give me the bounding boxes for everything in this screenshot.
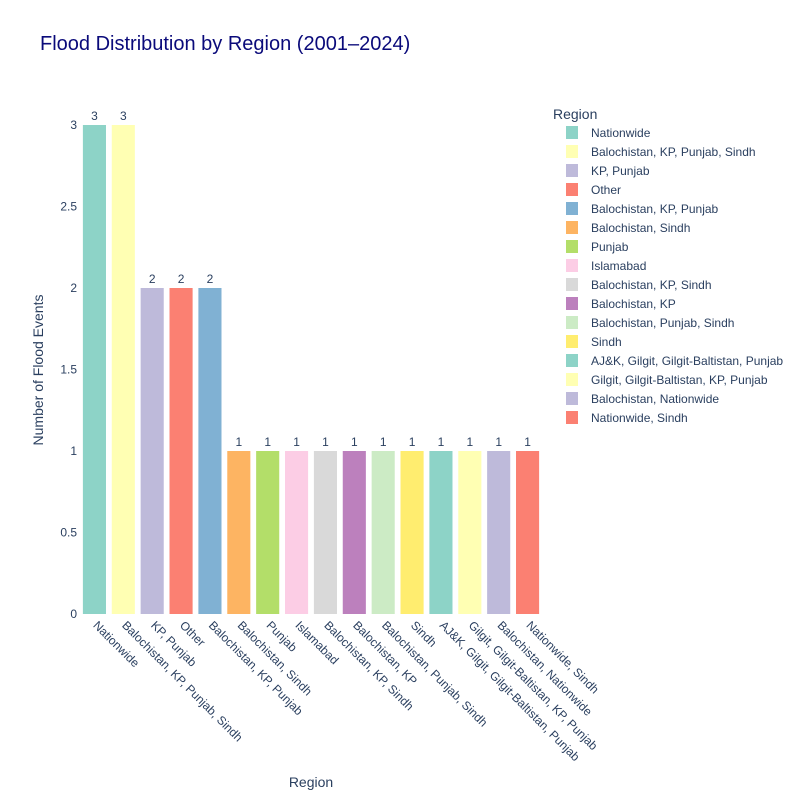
legend-swatch xyxy=(566,221,578,234)
legend-swatch xyxy=(566,335,578,348)
y-tick-label: 1 xyxy=(70,444,77,458)
legend-label: Balochistan, KP, Sindh xyxy=(591,278,712,292)
legend-swatch xyxy=(566,297,578,310)
y-tick-label: 2.5 xyxy=(60,200,77,214)
y-axis-ticks: 0 0.5 1 1.5 2 2.5 3 xyxy=(60,118,77,621)
legend-item[interactable]: Nationwide, Sindh xyxy=(566,411,688,425)
y-tick-label: 1.5 xyxy=(60,363,77,377)
legend-item[interactable]: Balochistan, Nationwide xyxy=(566,392,719,406)
bar-value-labels: 3 3 2 2 2 1 1 1 1 1 1 1 1 1 1 1 xyxy=(91,109,531,449)
legend-item[interactable]: Balochistan, KP, Sindh xyxy=(566,278,712,292)
bar-value-label: 1 xyxy=(264,435,271,449)
legend-item[interactable]: Nationwide xyxy=(566,126,651,140)
y-tick-label: 0.5 xyxy=(60,526,77,540)
legend-swatch xyxy=(566,411,578,424)
bar-value-label: 1 xyxy=(409,435,416,449)
legend-item[interactable]: Balochistan, KP xyxy=(566,297,676,311)
bar-value-label: 1 xyxy=(380,435,387,449)
bar[interactable] xyxy=(371,451,395,614)
legend-item[interactable]: Balochistan, KP, Punjab, Sindh xyxy=(566,145,756,159)
legend-swatch xyxy=(566,373,578,386)
legend-item[interactable]: Balochistan, Sindh xyxy=(566,221,690,235)
bar[interactable] xyxy=(516,451,540,614)
bar-value-label: 2 xyxy=(207,272,214,286)
legend-label: Balochistan, KP, Punjab xyxy=(591,202,719,216)
legend-item[interactable]: KP, Punjab xyxy=(566,164,650,178)
bar[interactable] xyxy=(82,125,106,614)
legend-label: Balochistan, KP xyxy=(591,297,676,311)
legend-swatch xyxy=(566,202,578,215)
bar-value-label: 1 xyxy=(351,435,358,449)
legend-item[interactable]: Balochistan, Punjab, Sindh xyxy=(566,316,734,330)
legend-label: Balochistan, KP, Punjab, Sindh xyxy=(591,145,756,159)
legend-swatch xyxy=(566,354,578,367)
legend-label: Gilgit, Gilgit-Baltistan, KP, Punjab xyxy=(591,373,768,387)
bar[interactable] xyxy=(111,125,135,614)
bar-value-label: 1 xyxy=(235,435,242,449)
bar-value-label: 2 xyxy=(178,272,185,286)
legend-item[interactable]: Islamabad xyxy=(566,259,646,273)
x-axis-label: Region xyxy=(289,774,333,790)
bar[interactable] xyxy=(400,451,424,614)
legend-swatch xyxy=(566,145,578,158)
y-tick-label: 2 xyxy=(70,281,77,295)
bars xyxy=(82,125,540,614)
legend-swatch xyxy=(566,278,578,291)
legend-swatch xyxy=(566,183,578,196)
bar[interactable] xyxy=(313,451,337,614)
legend-label: Balochistan, Nationwide xyxy=(591,392,719,406)
legend-label: KP, Punjab xyxy=(591,164,650,178)
bar[interactable] xyxy=(458,451,482,614)
legend-label: Islamabad xyxy=(591,259,646,273)
legend-swatch xyxy=(566,126,578,139)
legend-item[interactable]: Punjab xyxy=(566,240,629,254)
legend-item[interactable]: AJ&K, Gilgit, Gilgit-Baltistan, Punjab xyxy=(566,354,783,368)
bar[interactable] xyxy=(487,451,511,614)
legend: Nationwide Balochistan, KP, Punjab, Sindh… xyxy=(566,126,783,425)
legend-item[interactable]: Other xyxy=(566,183,621,197)
bar-value-label: 3 xyxy=(91,109,98,123)
bar-value-label: 1 xyxy=(322,435,329,449)
bar-value-label: 1 xyxy=(524,435,531,449)
legend-item[interactable]: Sindh xyxy=(566,335,622,349)
legend-item[interactable]: Gilgit, Gilgit-Baltistan, KP, Punjab xyxy=(566,373,768,387)
legend-item[interactable]: Balochistan, KP, Punjab xyxy=(566,202,719,216)
legend-swatch xyxy=(566,259,578,272)
legend-title: Region xyxy=(553,106,597,122)
bar-value-label: 2 xyxy=(149,272,156,286)
bar[interactable] xyxy=(429,451,453,614)
bar[interactable] xyxy=(342,451,366,614)
bar-value-label: 3 xyxy=(120,109,127,123)
legend-swatch xyxy=(566,164,578,177)
bar-value-label: 1 xyxy=(438,435,445,449)
bar[interactable] xyxy=(256,451,280,614)
bar[interactable] xyxy=(169,288,193,614)
legend-label: Balochistan, Sindh xyxy=(591,221,690,235)
legend-label: AJ&K, Gilgit, Gilgit-Baltistan, Punjab xyxy=(591,354,783,368)
y-tick-label: 0 xyxy=(70,607,77,621)
bar[interactable] xyxy=(140,288,164,614)
legend-label: Sindh xyxy=(591,335,622,349)
bar[interactable] xyxy=(227,451,251,614)
legend-label: Other xyxy=(591,183,621,197)
bar[interactable] xyxy=(285,451,309,614)
legend-label: Nationwide, Sindh xyxy=(591,411,688,425)
chart-title: Flood Distribution by Region (2001–2024) xyxy=(40,33,410,55)
legend-label: Nationwide xyxy=(591,126,651,140)
y-axis-label: Number of Flood Events xyxy=(30,295,46,446)
bar[interactable] xyxy=(198,288,222,614)
legend-swatch xyxy=(566,240,578,253)
legend-swatch xyxy=(566,316,578,329)
legend-label: Balochistan, Punjab, Sindh xyxy=(591,316,734,330)
legend-swatch xyxy=(566,392,578,405)
legend-label: Punjab xyxy=(591,240,629,254)
bar-value-label: 1 xyxy=(466,435,473,449)
bar-value-label: 1 xyxy=(293,435,300,449)
y-tick-label: 3 xyxy=(70,118,77,132)
bar-value-label: 1 xyxy=(495,435,502,449)
